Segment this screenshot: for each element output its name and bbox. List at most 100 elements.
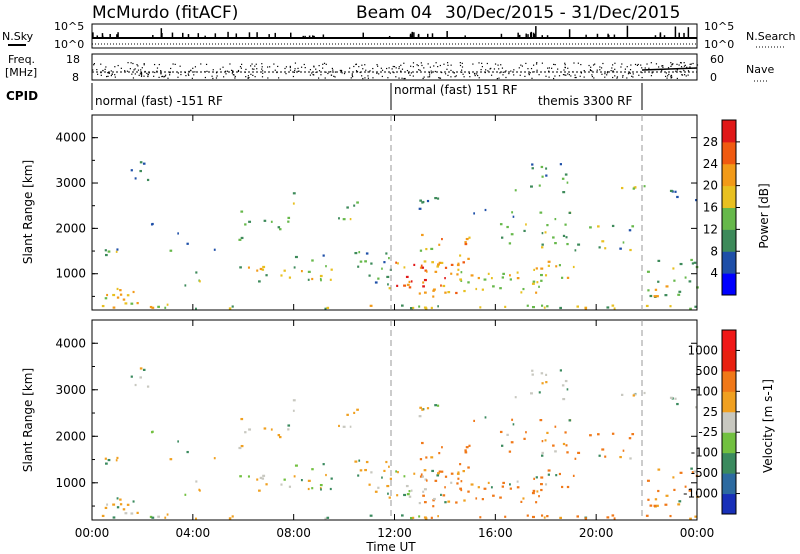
freq-dot bbox=[532, 64, 535, 66]
power-cell bbox=[490, 277, 493, 280]
freq-dot bbox=[501, 67, 504, 69]
freq-dot bbox=[188, 70, 190, 72]
freq-dot bbox=[212, 77, 214, 80]
freq-dot bbox=[110, 70, 112, 72]
velocity-cell bbox=[307, 487, 310, 491]
velocity-cell bbox=[277, 433, 281, 437]
velocity-cell bbox=[413, 472, 416, 475]
nave-tick-top: 60 bbox=[710, 53, 724, 66]
velocity-cell bbox=[385, 460, 388, 464]
ytick-label: 4000 bbox=[55, 131, 86, 145]
freq-dot bbox=[339, 69, 341, 72]
beam-title: Beam 04 bbox=[356, 3, 432, 23]
power-cell bbox=[433, 288, 436, 291]
freq-dot bbox=[256, 68, 258, 70]
freq-dot bbox=[632, 76, 634, 78]
velocity-cell bbox=[464, 451, 468, 454]
freq-dot bbox=[683, 62, 685, 64]
power-cell bbox=[665, 285, 669, 288]
power-cell bbox=[292, 202, 295, 205]
velocity-cell bbox=[672, 476, 675, 479]
velocity-cell bbox=[358, 459, 361, 462]
freq-dot bbox=[472, 63, 474, 65]
velocity-cell bbox=[388, 465, 390, 468]
freq-dot bbox=[593, 77, 595, 79]
power-cell bbox=[261, 268, 265, 271]
power-cell bbox=[397, 262, 399, 265]
freq-dot bbox=[169, 72, 171, 74]
power-cell bbox=[520, 291, 523, 294]
velocity-cell bbox=[319, 487, 322, 490]
velocity-yticks: 1000 2000 3000 4000 bbox=[55, 319, 697, 507]
velocity-cell bbox=[377, 486, 380, 489]
power-cell bbox=[601, 240, 605, 243]
colorbar-tick-label: -100 bbox=[691, 446, 718, 460]
freq-dot bbox=[651, 72, 653, 74]
freq-dot bbox=[627, 73, 630, 75]
velocity-cell bbox=[259, 476, 263, 479]
velocity-cell bbox=[107, 458, 111, 462]
power-cell bbox=[691, 262, 694, 265]
freq-dot bbox=[538, 74, 540, 76]
freq-dot bbox=[323, 62, 326, 64]
velocity-cell bbox=[530, 392, 533, 395]
power-cell bbox=[554, 242, 557, 245]
freq-dot bbox=[180, 73, 182, 76]
freq-dot bbox=[254, 65, 256, 67]
velocity-cell bbox=[655, 504, 659, 507]
xtick-label: 00:00 bbox=[680, 526, 715, 540]
velocity-cell bbox=[540, 454, 544, 457]
velocity-cell bbox=[430, 516, 433, 519]
freq-dot bbox=[376, 64, 378, 66]
freq-dot bbox=[513, 74, 515, 76]
freq-dot bbox=[137, 65, 139, 67]
freq-dot bbox=[206, 70, 208, 72]
freq-dot bbox=[161, 75, 163, 78]
freq-dot bbox=[530, 67, 533, 70]
freq-dot bbox=[403, 62, 405, 64]
power-cell bbox=[483, 278, 487, 281]
freq-dot bbox=[130, 62, 132, 64]
velocity-ylabel: Slant Range [km] bbox=[21, 368, 35, 472]
velocity-cell bbox=[613, 517, 616, 520]
freq-dot bbox=[689, 63, 691, 65]
freq-dot bbox=[351, 73, 353, 75]
freq-dot bbox=[606, 74, 608, 76]
velocity-cell bbox=[543, 516, 546, 519]
power-cell bbox=[420, 264, 423, 267]
power-cell bbox=[530, 185, 533, 188]
freq-dot bbox=[141, 67, 143, 69]
freq-dot bbox=[505, 76, 507, 79]
freq-dot bbox=[104, 68, 106, 70]
power-cell bbox=[467, 281, 470, 284]
power-cell bbox=[365, 252, 369, 255]
freq-dot bbox=[629, 69, 632, 71]
power-cell bbox=[562, 191, 566, 194]
velocity-cell bbox=[432, 505, 435, 508]
power-cell bbox=[531, 305, 535, 309]
velocity-cell bbox=[424, 478, 428, 481]
velocity-cell bbox=[450, 481, 453, 484]
freq-dot bbox=[355, 70, 358, 72]
velocity-cell bbox=[105, 462, 108, 465]
freq-dot bbox=[393, 65, 396, 68]
power-cell bbox=[694, 305, 698, 308]
freq-dot bbox=[570, 75, 572, 77]
power-cell bbox=[463, 289, 466, 293]
freq-dot bbox=[406, 69, 409, 72]
freq-dot bbox=[148, 72, 150, 74]
freq-panel bbox=[91, 53, 698, 81]
power-cell bbox=[107, 250, 111, 253]
freq-dot bbox=[521, 65, 523, 67]
velocity-cell bbox=[357, 474, 360, 477]
freq-dot bbox=[450, 76, 452, 78]
freq-dot bbox=[107, 75, 109, 77]
freq-dot bbox=[318, 77, 320, 79]
velocity-cell bbox=[419, 406, 422, 409]
freq-dot bbox=[558, 75, 561, 77]
velocity-cell bbox=[423, 501, 427, 504]
freq-dot bbox=[417, 65, 419, 67]
freq-dot bbox=[136, 64, 138, 66]
power-cell bbox=[195, 307, 197, 310]
velocity-cell bbox=[693, 470, 697, 473]
